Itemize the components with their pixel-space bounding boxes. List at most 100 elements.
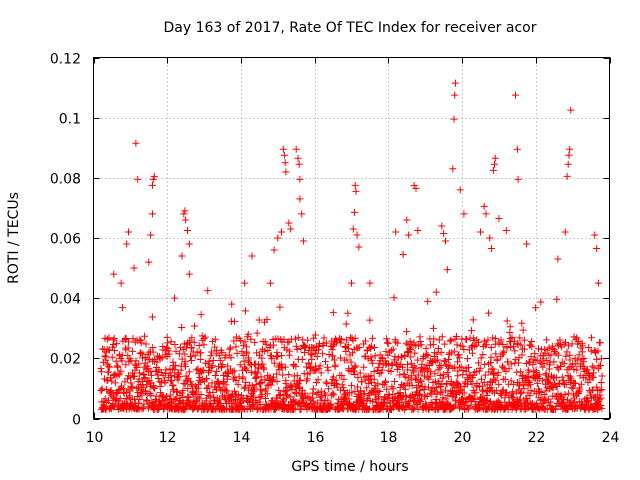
data-point [411,404,419,412]
data-point [598,386,606,394]
data-point [137,349,145,357]
data-point [535,345,543,353]
data-point [117,367,125,375]
data-point [185,396,193,404]
data-point [324,396,332,404]
data-point [390,377,398,385]
data-point [516,390,524,398]
data-point [485,309,493,317]
data-point [510,380,518,388]
data-point [251,338,259,346]
data-point [329,342,337,350]
data-point [588,372,596,380]
data-point [323,339,331,347]
data-point [443,369,451,377]
data-point [360,363,368,371]
data-point [125,228,133,236]
data-point [356,369,364,377]
data-point [209,356,217,364]
data-point [243,366,251,374]
data-point [587,334,595,342]
data-point [350,208,358,216]
data-point [136,369,144,377]
data-point [413,400,421,408]
data-point [252,381,260,389]
data-point [366,316,374,324]
data-point [253,399,261,407]
data-point [374,363,382,371]
data-point [350,367,358,375]
data-point [182,362,190,370]
data-point [526,381,534,389]
data-point [167,404,175,412]
data-point [389,345,397,353]
data-point [367,353,375,361]
data-point [105,368,113,376]
data-point [468,343,476,351]
data-point [499,364,507,372]
data-point [267,381,275,389]
data-point [181,405,189,413]
data-point [231,318,239,326]
data-point [495,340,503,348]
chart-title: Day 163 of 2017, Rate Of TEC Index for r… [164,20,537,36]
data-point [196,356,204,364]
data-point [165,350,173,358]
data-point [543,336,551,344]
data-point [401,385,409,393]
data-point [453,358,461,366]
data-point [229,368,237,376]
data-point [527,400,535,408]
data-point [398,396,406,404]
data-point [342,320,350,328]
data-point [245,397,253,405]
data-point [116,394,124,402]
data-point [441,340,449,348]
data-point [188,334,196,342]
data-point [150,401,158,409]
data-point [429,324,437,332]
data-point [466,403,474,411]
data-point [384,360,392,368]
data-point [408,381,416,389]
data-point [208,379,216,387]
data-point [553,364,561,372]
data-point [130,264,138,272]
data-point [342,336,350,344]
data-point [399,363,407,371]
data-point [574,389,582,397]
data-point [240,357,248,365]
data-point [223,375,231,383]
data-point [147,391,155,399]
data-point [416,386,424,394]
data-point [552,374,560,382]
data-point [446,337,454,345]
data-point [116,385,124,393]
data-point [171,341,179,349]
data-point [312,365,320,373]
data-point [333,380,341,388]
data-point [493,387,501,395]
data-point [591,231,599,239]
data-point [556,392,564,400]
data-point [337,354,345,362]
data-point [230,337,238,345]
data-point [536,388,544,396]
data-point [418,360,426,368]
data-point [515,359,523,367]
y-tick-label: 0.1 [59,112,81,128]
data-point [185,240,193,248]
data-point [256,398,264,406]
data-point [403,328,411,336]
data-point [487,353,495,361]
data-point [258,354,266,362]
data-point [110,270,118,278]
data-point [309,397,317,405]
data-point [233,349,241,357]
data-point [374,380,382,388]
data-point [584,366,592,374]
data-point [462,368,470,376]
data-point [520,336,528,344]
data-point [451,384,459,392]
data-point [195,395,203,403]
